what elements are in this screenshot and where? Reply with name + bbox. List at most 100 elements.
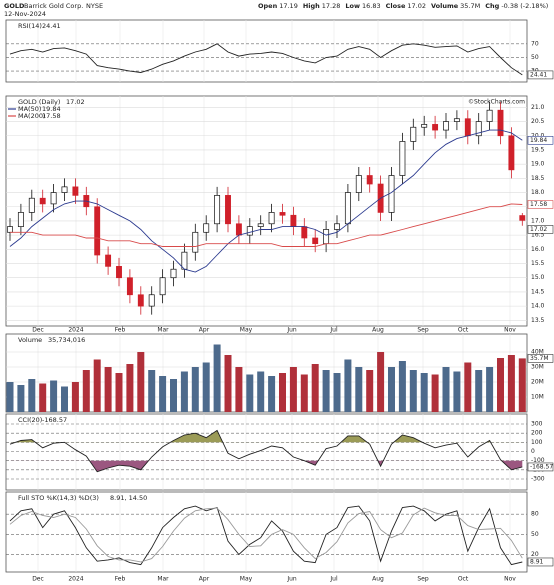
candle-body <box>225 195 231 225</box>
volume-bar <box>115 373 123 412</box>
x-tick-label: Jul <box>329 576 338 583</box>
value-tag-text: -168.57 <box>530 463 553 470</box>
volume-bar <box>355 367 363 412</box>
x-tick-label: Feb <box>115 327 126 334</box>
candle-body <box>116 266 122 279</box>
series-line <box>9 429 523 473</box>
x-tick-label: Jun <box>286 327 297 334</box>
y-tick-label: 40M <box>531 349 544 356</box>
y-tick-label: 30M <box>531 364 544 371</box>
quote-label: Low <box>345 2 360 10</box>
value-tag-text: 35.7M <box>530 355 549 362</box>
legend-value: 19.84 <box>42 105 61 113</box>
volume-bar <box>257 371 265 412</box>
x-tick-label: Dec <box>32 327 44 334</box>
y-tick-label: 20 <box>531 551 539 558</box>
value-tag <box>527 200 554 209</box>
candle-body <box>192 231 199 253</box>
x-tick-label: Apr <box>199 576 210 583</box>
x-tick-label: May <box>240 327 253 334</box>
volume-bar <box>344 359 352 412</box>
panel-title: RSI(14) <box>18 22 42 30</box>
volume-bar <box>388 367 395 412</box>
quote-value: 17.19 <box>279 2 298 10</box>
candle-body <box>50 192 57 205</box>
y-tick-label: 300 <box>531 420 543 427</box>
y-tick-label: 200 <box>531 430 543 437</box>
candle-body <box>443 121 449 131</box>
date: 12-Nov-2024 <box>4 10 46 18</box>
candle-body <box>148 294 155 307</box>
x-tick-label: May <box>240 576 253 583</box>
candle-body <box>301 226 308 239</box>
volume-bar <box>279 373 286 412</box>
x-tick-label: Oct <box>458 576 469 583</box>
y-tick-label: 50 <box>531 531 539 538</box>
panel-title: CCI(20) <box>18 416 42 424</box>
watermark: ©StockCharts.com <box>468 99 525 106</box>
volume-bar <box>507 355 515 412</box>
volume-bar <box>28 379 36 412</box>
volume-bar <box>159 376 167 412</box>
series-line <box>9 43 523 76</box>
volume-bar <box>235 367 243 412</box>
y-tick-label: 15.0 <box>531 274 545 281</box>
quote-label: Volume <box>431 2 459 10</box>
y-tick-label: 50 <box>531 54 539 61</box>
x-tick-label: Sep <box>417 576 429 583</box>
volume-bar <box>148 370 156 412</box>
candle-body <box>17 212 24 227</box>
panel-title: Volume <box>18 336 42 344</box>
volume-bar <box>442 367 450 412</box>
x-tick-label: Jun <box>286 576 297 583</box>
candle-body <box>203 223 210 233</box>
quote-value: -0.38 (-2.18%) <box>501 2 548 10</box>
panel-frame <box>5 19 528 83</box>
candle-body <box>290 214 297 227</box>
value-tag <box>527 135 554 145</box>
candle-body <box>126 277 133 296</box>
volume-bar <box>398 361 406 412</box>
candle-body <box>519 215 526 221</box>
volume-bar <box>191 367 199 412</box>
x-tick-label: Oct <box>458 327 469 334</box>
volume-bar <box>333 373 341 412</box>
candle-body <box>388 175 395 213</box>
panel-last: 17.02 <box>66 98 85 106</box>
candle-body <box>508 135 515 171</box>
y-tick-label: 10M <box>531 394 544 401</box>
candle-body <box>312 237 319 245</box>
x-tick-label: Dec <box>32 576 44 583</box>
y-tick-label: 80 <box>531 511 539 518</box>
y-tick-label: 19.5 <box>531 146 545 153</box>
volume-bar <box>464 362 472 412</box>
candle-body <box>366 175 373 185</box>
x-tick-label: Nov <box>504 576 516 583</box>
series-line <box>9 129 523 273</box>
volume-bar <box>311 364 319 412</box>
volume-bar <box>71 382 79 412</box>
volume-bar <box>17 385 25 412</box>
legend-value: 17.58 <box>42 112 61 120</box>
candle-body <box>344 192 351 225</box>
volume-bar <box>246 374 254 412</box>
candle-body <box>453 118 460 122</box>
panel-last: -168.57 <box>42 416 67 424</box>
panel-frame <box>5 413 528 491</box>
candle-body <box>486 109 493 122</box>
volume-bar <box>224 355 232 412</box>
x-tick-label: Feb <box>115 576 126 583</box>
quote-value: 16.83 <box>362 2 381 10</box>
x-tick-label: Nov <box>504 327 516 334</box>
candle-body <box>181 251 188 270</box>
x-tick-label: Mar <box>157 327 169 334</box>
y-tick-label: 70 <box>531 40 539 47</box>
volume-bar <box>104 367 112 412</box>
volume-bar <box>61 386 68 412</box>
y-tick-label: 20M <box>531 379 544 386</box>
candle-body <box>61 186 68 193</box>
candle-body <box>410 126 417 142</box>
quote-label: High <box>303 2 320 10</box>
volume-bar <box>50 380 58 412</box>
volume-bar <box>431 374 439 412</box>
